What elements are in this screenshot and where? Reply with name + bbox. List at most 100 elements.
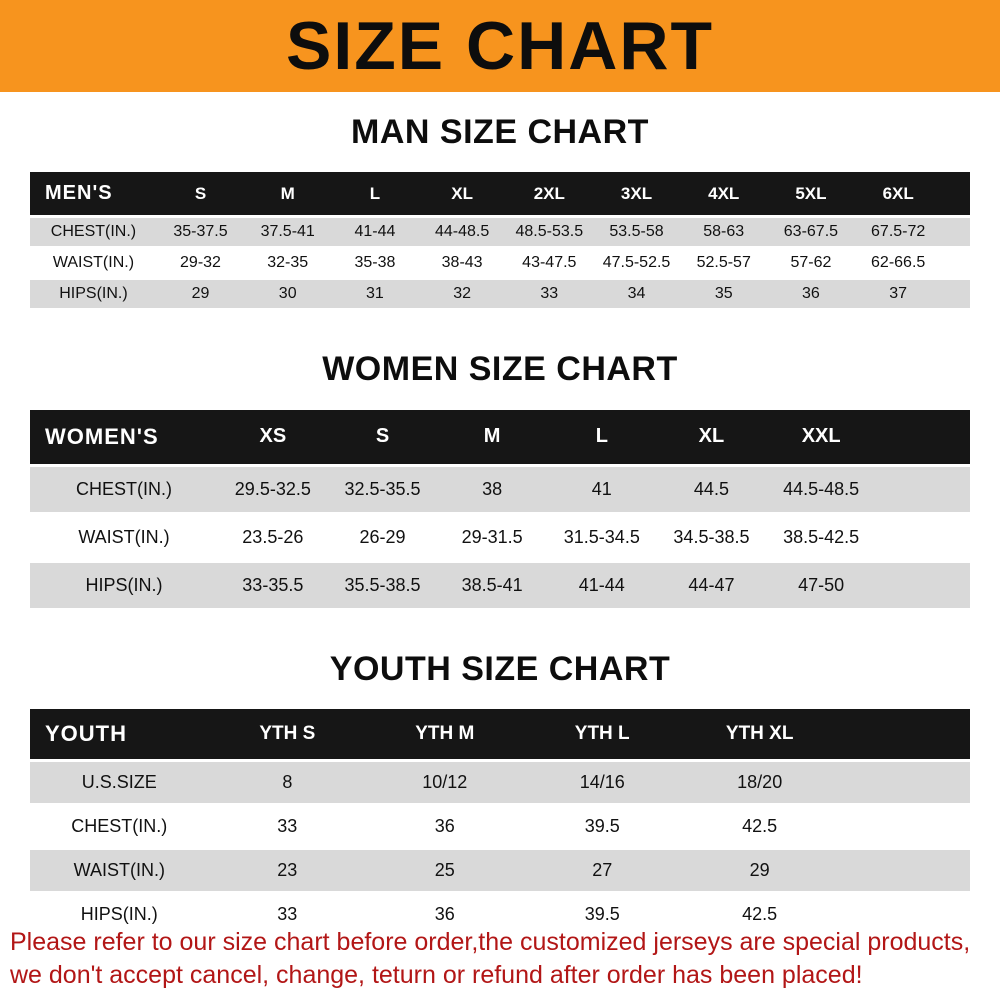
row-label: HIPS(IN.) [30, 894, 209, 936]
table-row: HIPS(IN.) 29 30 31 32 33 34 35 36 37 [30, 280, 970, 309]
size-value-cell: 42.5 [680, 894, 839, 936]
size-value-cell: 29 [680, 850, 839, 892]
size-value-cell: 33 [505, 280, 593, 309]
size-value-cell: 29-31.5 [437, 514, 547, 560]
size-value-cell: 41-44 [546, 562, 657, 608]
column-header: 3XL [592, 172, 681, 216]
women-header-row: WOMEN'S XS S M L XL XXL [30, 409, 970, 464]
table-row: HIPS(IN.) 33-35.5 35.5-38.5 38.5-41 41-44 44-… [30, 562, 970, 608]
column-header: 4XL [680, 172, 768, 216]
size-value-cell: 29 [156, 280, 245, 309]
spacer-cell [838, 709, 970, 760]
size-value-cell: 38.5-41 [437, 562, 547, 608]
size-value-cell: 32.5-35.5 [327, 466, 438, 512]
size-value-cell: 44.5 [656, 466, 767, 512]
column-header: XL [418, 172, 506, 216]
row-label: WAIST(IN.) [30, 514, 218, 560]
size-value-cell: 33-35.5 [218, 562, 328, 608]
column-header: 2XL [505, 172, 593, 216]
youth-header-row: YOUTH YTH S YTH M YTH L YTH XL [30, 709, 970, 760]
table-row: CHEST(IN.) 35-37.5 37.5-41 41-44 44-48.5 48.5… [30, 218, 970, 247]
table-title-cell: YOUTH [30, 709, 209, 760]
column-header: L [331, 172, 419, 216]
size-value-cell: 37 [854, 280, 942, 309]
size-value-cell: 32 [418, 280, 506, 309]
youth-size-table: YOUTH YTH S YTH M YTH L YTH XL U.S.SIZE 8 10/12… [30, 706, 970, 938]
size-value-cell: 47.5-52.5 [592, 249, 681, 278]
column-header: YTH L [523, 709, 681, 760]
men-header-row: MEN'S S M L XL 2XL 3XL 4XL 5XL 6XL [30, 172, 970, 216]
size-value-cell: 52.5-57 [680, 249, 768, 278]
table-title-cell: MEN'S [30, 172, 157, 216]
size-value-cell: 10/12 [366, 762, 524, 804]
row-label: U.S.SIZE [30, 762, 209, 804]
size-value-cell: 67.5-72 [854, 218, 942, 247]
spacer-cell [838, 806, 970, 848]
column-header: S [156, 172, 245, 216]
row-label: HIPS(IN.) [30, 562, 218, 608]
size-value-cell: 29.5-32.5 [218, 466, 328, 512]
column-header: M [244, 172, 332, 216]
size-value-cell: 25 [366, 850, 524, 892]
size-value-cell: 23 [208, 850, 367, 892]
column-header: XS [218, 409, 328, 464]
size-value-cell: 62-66.5 [854, 249, 942, 278]
size-value-cell: 31 [331, 280, 419, 309]
size-value-cell: 27 [523, 850, 681, 892]
disclaimer: Please refer to our size chart before or… [10, 926, 996, 992]
size-value-cell: 35-38 [331, 249, 419, 278]
table-row: WAIST(IN.) 29-32 32-35 35-38 38-43 43-47.5 47.… [30, 249, 970, 278]
size-value-cell: 48.5-53.5 [505, 218, 593, 247]
size-value-cell: 26-29 [327, 514, 438, 560]
size-value-cell: 36 [366, 806, 524, 848]
spacer-cell [838, 762, 970, 804]
size-chart-sections: MAN SIZE CHART MEN'S S M L XL 2XL 3XL 4XL 5XL 6XL C… [0, 113, 1000, 938]
column-header: XL [656, 409, 767, 464]
column-header: S [327, 409, 438, 464]
row-label: WAIST(IN.) [30, 850, 209, 892]
row-label: CHEST(IN.) [30, 806, 209, 848]
size-value-cell: 37.5-41 [244, 218, 332, 247]
size-value-cell: 29-32 [156, 249, 245, 278]
column-header: YTH M [366, 709, 524, 760]
men-size-table: MEN'S S M L XL 2XL 3XL 4XL 5XL 6XL CHEST(IN.) 35-37… [30, 169, 970, 311]
table-row: HIPS(IN.) 33 36 39.5 42.5 [30, 894, 970, 936]
spacer-cell [941, 218, 970, 247]
column-header: 5XL [767, 172, 855, 216]
size-value-cell: 63-67.5 [767, 218, 855, 247]
size-value-cell: 44.5-48.5 [766, 466, 876, 512]
size-value-cell: 42.5 [680, 806, 839, 848]
size-value-cell: 41-44 [331, 218, 419, 247]
column-header: L [546, 409, 657, 464]
size-value-cell: 44-48.5 [418, 218, 506, 247]
spacer-cell [838, 894, 970, 936]
column-header: YTH S [208, 709, 367, 760]
size-value-cell: 34.5-38.5 [656, 514, 767, 560]
size-value-cell: 36 [767, 280, 855, 309]
size-value-cell: 58-63 [680, 218, 768, 247]
size-value-cell: 18/20 [680, 762, 839, 804]
size-value-cell: 14/16 [523, 762, 681, 804]
column-header: 6XL [854, 172, 942, 216]
size-value-cell: 35 [680, 280, 768, 309]
size-value-cell: 38 [437, 466, 547, 512]
table-row: WAIST(IN.) 23.5-26 26-29 29-31.5 31.5-34.5 34… [30, 514, 970, 560]
men-section-heading: MAN SIZE CHART [351, 113, 649, 151]
table-row: U.S.SIZE 8 10/12 14/16 18/20 [30, 762, 970, 804]
column-header: YTH XL [680, 709, 839, 760]
column-header: M [437, 409, 547, 464]
youth-section-heading: YOUTH SIZE CHART [329, 649, 671, 688]
column-header: XXL [766, 409, 876, 464]
table-row: CHEST(IN.) 29.5-32.5 32.5-35.5 38 41 44.5 44.5… [30, 466, 970, 512]
banner: SIZE CHART [0, 0, 1000, 92]
spacer-cell [941, 172, 970, 216]
disclaimer-line-1: Please refer to our size chart before or… [10, 928, 971, 956]
size-value-cell: 33 [208, 894, 367, 936]
banner-title: SIZE CHART [286, 8, 714, 84]
size-value-cell: 41 [546, 466, 657, 512]
row-label: CHEST(IN.) [30, 218, 157, 247]
size-value-cell: 30 [244, 280, 332, 309]
size-value-cell: 38-43 [418, 249, 506, 278]
spacer-cell [876, 466, 970, 512]
table-title-cell: WOMEN'S [30, 409, 218, 464]
